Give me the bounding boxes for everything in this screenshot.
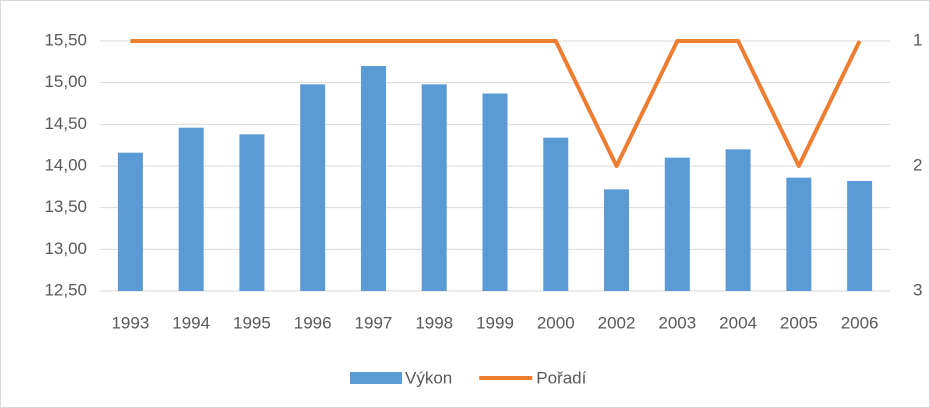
x-tick-label: 1998	[415, 313, 453, 332]
x-tick-label: 2002	[598, 313, 636, 332]
bar	[725, 149, 751, 291]
y-tick-label: 13,50	[44, 197, 87, 216]
y-tick-label: 15,00	[44, 72, 87, 91]
x-tick-label: 2004	[719, 313, 757, 332]
legend-label: Výkon	[405, 368, 452, 387]
bar	[421, 84, 447, 291]
x-tick-label: 2006	[841, 313, 879, 332]
bar	[178, 127, 204, 292]
y-tick-label: 14,50	[44, 114, 87, 133]
legend-label: Pořadí	[536, 368, 586, 387]
y2-tick-label: 3	[913, 280, 922, 299]
x-tick-label: 2000	[537, 313, 575, 332]
bar	[117, 152, 143, 291]
bar	[300, 84, 326, 291]
x-tick-label: 2005	[780, 313, 818, 332]
y2-tick-label: 1	[913, 30, 922, 49]
legend-swatch	[350, 372, 402, 384]
x-tick-label: 1996	[294, 313, 332, 332]
bar	[604, 189, 630, 291]
bar	[543, 137, 569, 291]
bar	[360, 66, 386, 291]
bar	[482, 93, 508, 291]
x-tick-label: 1993	[111, 313, 149, 332]
x-tick-label: 1999	[476, 313, 514, 332]
x-tick-label: 1995	[233, 313, 271, 332]
bar	[786, 177, 812, 291]
y-tick-label: 12,50	[44, 280, 87, 299]
x-tick-label: 2003	[658, 313, 696, 332]
x-tick-label: 1997	[355, 313, 393, 332]
y-tick-label: 15,50	[44, 30, 87, 49]
y-tick-label: 14,00	[44, 155, 87, 174]
y2-tick-label: 2	[913, 155, 922, 174]
bar	[664, 157, 690, 291]
bar	[239, 134, 265, 291]
bar	[847, 181, 873, 291]
x-tick-label: 1994	[172, 313, 210, 332]
y-tick-label: 13,00	[44, 239, 87, 258]
line	[130, 39, 862, 168]
